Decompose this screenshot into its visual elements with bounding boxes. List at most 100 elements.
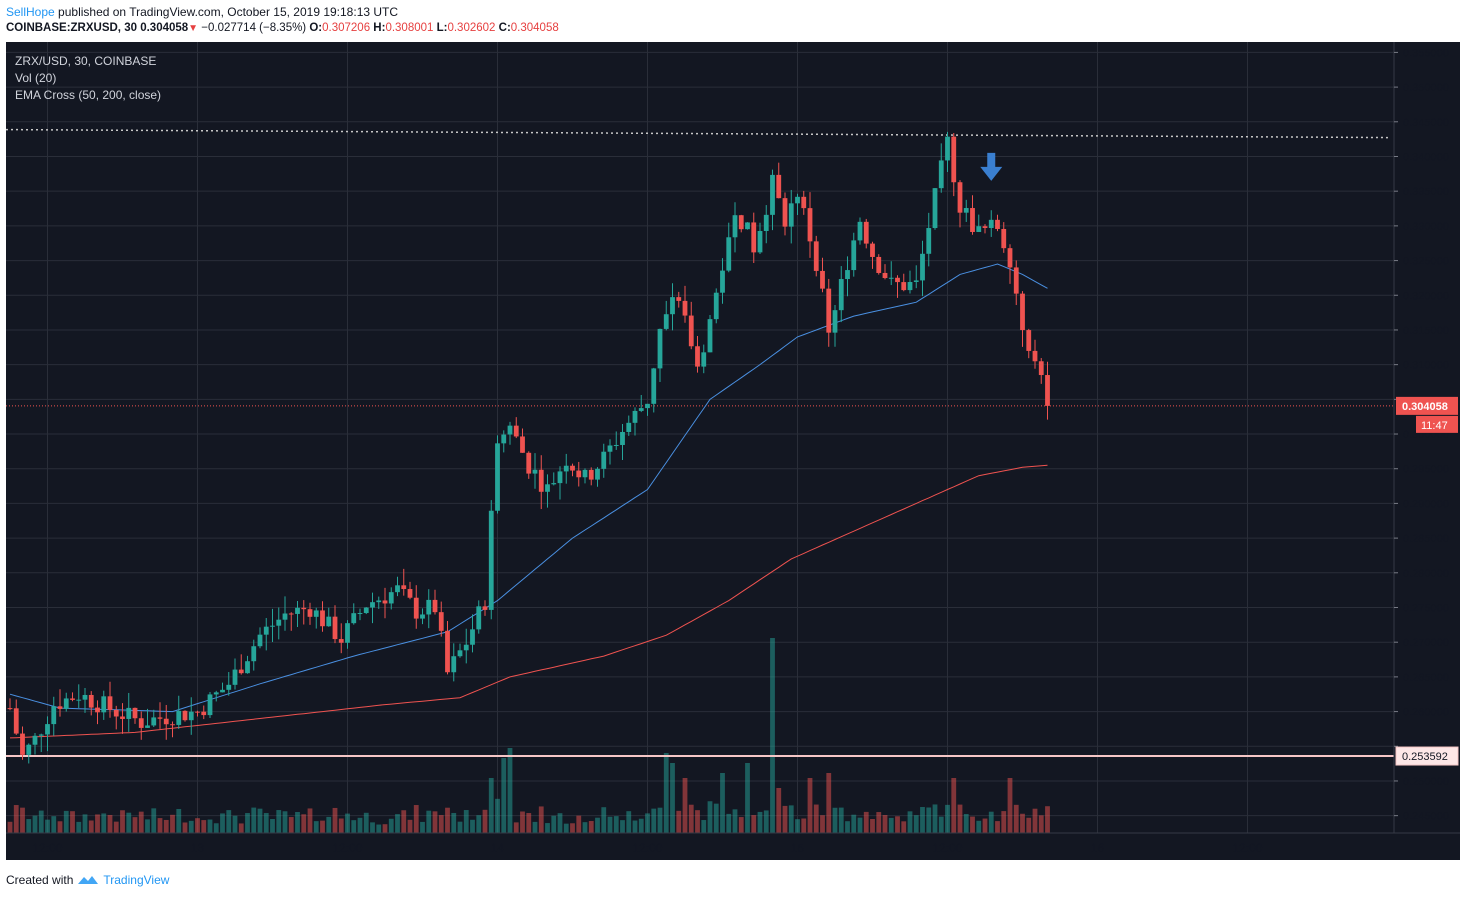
volume-bar xyxy=(957,804,963,833)
volume-bar xyxy=(495,798,500,833)
price-tick-label: 0.320000 xyxy=(1403,290,1449,302)
tradingview-brand[interactable]: TradingView xyxy=(103,873,170,887)
price-tick-label: 0.295000 xyxy=(1403,464,1449,476)
candle-body xyxy=(776,174,782,199)
volume-bar xyxy=(707,801,713,833)
volume-bar xyxy=(807,778,813,833)
candle-body xyxy=(845,270,850,280)
price-tags: 0.304058 11:47 0.253592 xyxy=(1395,396,1459,766)
volume-bar xyxy=(138,811,144,833)
volume-bar xyxy=(732,809,738,833)
candle-body xyxy=(595,468,600,480)
candle-body xyxy=(670,297,675,315)
price-tick-label: 0.245000 xyxy=(1403,811,1449,823)
volume-bar xyxy=(120,810,125,833)
volume-bar xyxy=(401,810,407,833)
candle-body xyxy=(832,310,838,333)
volume-bar xyxy=(326,816,332,833)
time-tick-label: 13 xyxy=(191,841,205,855)
candle-body xyxy=(732,215,738,238)
author-link[interactable]: SellHope xyxy=(6,5,55,19)
candle-body xyxy=(582,469,588,478)
symbol-label: COINBASE:ZRXUSD, 30 xyxy=(6,22,137,34)
candle-body xyxy=(938,160,944,189)
candle-body xyxy=(607,445,613,452)
candle-body xyxy=(476,606,482,630)
volume-bar xyxy=(51,816,57,833)
candle-body xyxy=(276,619,282,626)
candle-body xyxy=(395,585,400,593)
volume-bar xyxy=(457,821,463,833)
candle-body xyxy=(232,669,238,685)
volume-bar xyxy=(163,819,169,833)
volume-bar xyxy=(382,824,388,833)
volume-bar xyxy=(551,815,557,833)
current-price-tag xyxy=(1396,396,1458,415)
volume-bar xyxy=(338,818,344,833)
volume-bar xyxy=(370,822,375,833)
volume-bar xyxy=(1013,804,1019,833)
candle-body xyxy=(251,646,257,662)
price-tick-label: 0.355000 xyxy=(1403,47,1449,59)
candle-body xyxy=(1038,361,1044,376)
volume-bar xyxy=(426,810,432,833)
volume-bar xyxy=(595,817,600,833)
volume-bar xyxy=(638,818,644,833)
volume-bar xyxy=(657,807,663,833)
volume-bar xyxy=(145,819,150,833)
candle-body xyxy=(445,630,450,673)
candle-body xyxy=(332,616,338,640)
volume-bar xyxy=(88,820,94,833)
volume-bar xyxy=(182,822,188,833)
candle-body xyxy=(95,707,100,713)
candle-body xyxy=(426,599,432,615)
volume-bar xyxy=(651,808,657,833)
candle-body xyxy=(213,692,219,695)
volume-bar xyxy=(476,815,482,833)
candle-body xyxy=(338,639,344,643)
volume-bar xyxy=(932,804,938,833)
volume-bar xyxy=(926,807,932,833)
volume-bar xyxy=(920,807,925,833)
open-value: 0.307206 xyxy=(322,22,371,34)
volume-bar xyxy=(38,810,44,833)
candle-body xyxy=(601,451,607,469)
candle-body xyxy=(45,724,50,735)
volume-bar xyxy=(82,814,88,833)
candle-body xyxy=(688,315,694,347)
candle-body xyxy=(970,208,975,232)
volume-bar xyxy=(257,808,263,833)
tradingview-logo-icon xyxy=(78,876,99,884)
candle-body xyxy=(1032,350,1038,362)
volume-bar xyxy=(907,811,913,833)
candle-body xyxy=(295,607,300,614)
volume-bar xyxy=(576,815,582,833)
candle-body xyxy=(888,277,894,279)
candle-body xyxy=(895,277,900,283)
volume-bar xyxy=(238,823,244,833)
volume-bar xyxy=(545,823,550,833)
candle-body xyxy=(76,699,82,701)
candle-body xyxy=(401,585,407,590)
candle-body xyxy=(170,724,175,726)
candle-body xyxy=(38,734,44,736)
volume-bar xyxy=(670,763,675,833)
candle-body xyxy=(201,711,207,716)
volume-bar xyxy=(901,821,907,833)
candle-body xyxy=(438,612,444,631)
price-tick-label: 0.250000 xyxy=(1403,776,1449,788)
close-label: C: xyxy=(498,22,511,34)
candle-body xyxy=(782,198,788,227)
volume-bar xyxy=(620,820,625,833)
legend-volume: Vol (20) xyxy=(15,71,56,85)
candle-body xyxy=(1001,228,1007,249)
volume-bar xyxy=(232,815,238,833)
time-tick-label: 12:00 xyxy=(32,841,62,855)
candle-body xyxy=(326,616,332,627)
volume-bar xyxy=(213,823,219,833)
candle-body xyxy=(995,219,1000,229)
candle-body xyxy=(32,735,38,745)
candle-body xyxy=(157,717,163,719)
volume-bar xyxy=(26,819,32,833)
